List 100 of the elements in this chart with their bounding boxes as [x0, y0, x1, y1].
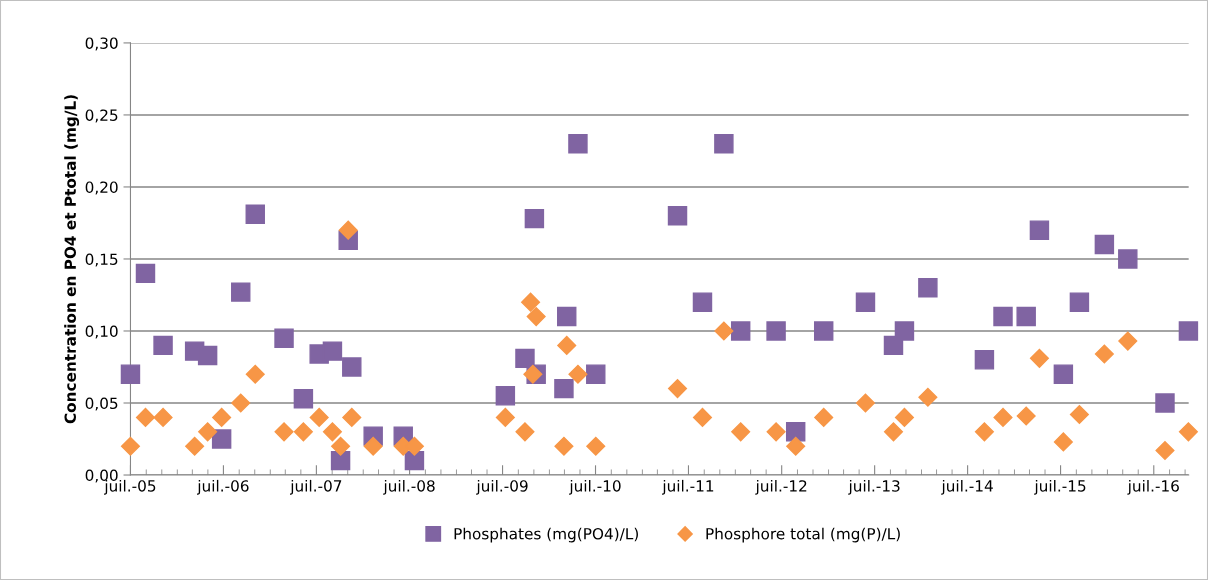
point	[786, 436, 806, 456]
point	[568, 134, 588, 154]
point	[974, 350, 995, 370]
point	[557, 335, 577, 355]
y-tick-label: 0,30	[85, 37, 118, 51]
point	[211, 429, 232, 449]
legend-label: Phosphates (mg(PO4)/L)	[454, 527, 638, 543]
point	[1053, 432, 1073, 452]
point	[153, 407, 173, 427]
point	[1118, 331, 1138, 351]
point	[1155, 441, 1175, 461]
point	[993, 306, 1013, 327]
point	[342, 407, 362, 427]
y-tick-label: 0,20	[85, 181, 118, 195]
point	[495, 407, 515, 427]
y-tick-label: 0,10	[85, 325, 118, 339]
point	[231, 393, 251, 413]
x-tick-label: juil.-16	[1127, 479, 1179, 495]
point	[667, 206, 688, 226]
x-tick-label: juil.-10	[569, 479, 621, 495]
point	[1094, 344, 1114, 364]
point	[293, 388, 314, 409]
point	[918, 278, 938, 298]
y-axis-title: Concentration en PO4 et Ptotal (mg/L)	[64, 95, 80, 424]
point	[855, 292, 876, 312]
point	[198, 422, 218, 442]
point	[714, 134, 734, 154]
point	[515, 422, 535, 442]
point	[814, 407, 834, 427]
y-tick-label: 0,25	[85, 109, 118, 123]
point	[526, 307, 546, 327]
point	[342, 357, 362, 377]
point	[309, 407, 329, 427]
y-tick-label: 0,05	[85, 397, 118, 411]
point	[557, 306, 577, 327]
point	[274, 422, 294, 442]
legend-label: Phosphore total (mg(P)/L)	[706, 527, 900, 543]
point	[363, 436, 383, 456]
x-tick-label: juil.-15	[1034, 479, 1086, 495]
point	[495, 386, 516, 406]
point	[153, 335, 173, 356]
point	[274, 328, 294, 348]
point	[568, 364, 588, 384]
point	[667, 379, 688, 399]
point	[1069, 404, 1089, 425]
x-tick-label: juil.-07	[289, 479, 342, 495]
point	[135, 407, 156, 427]
point	[766, 321, 786, 341]
point	[1118, 249, 1138, 269]
point	[974, 422, 994, 442]
point	[714, 321, 734, 341]
point	[212, 407, 232, 427]
point	[521, 292, 541, 312]
point	[515, 348, 535, 369]
x-tick-label: juil.-12	[755, 479, 807, 495]
point	[894, 321, 915, 341]
x-tick-label: juil.-13	[848, 479, 900, 495]
point	[338, 220, 358, 240]
point	[322, 341, 343, 361]
point	[730, 321, 751, 341]
point	[120, 436, 140, 456]
point	[1155, 393, 1175, 413]
point	[1094, 234, 1115, 255]
point	[1069, 292, 1090, 312]
point	[120, 364, 141, 384]
point	[322, 422, 342, 442]
x-tick-label: juil.-11	[662, 479, 714, 495]
x-tick-label: juil.-06	[197, 479, 249, 495]
point	[918, 387, 938, 407]
point	[197, 345, 218, 366]
point	[1178, 321, 1199, 341]
point	[554, 436, 574, 456]
point	[554, 378, 574, 399]
point	[883, 422, 904, 442]
point	[1178, 422, 1198, 442]
point	[1053, 364, 1074, 384]
point	[692, 292, 713, 312]
point	[1016, 306, 1036, 327]
point	[813, 321, 834, 341]
point	[245, 204, 265, 225]
point	[692, 407, 713, 427]
point	[185, 436, 205, 456]
point	[135, 263, 156, 284]
point	[586, 436, 606, 456]
point	[785, 422, 806, 442]
point	[245, 364, 265, 384]
point	[993, 407, 1013, 427]
point	[524, 208, 545, 229]
x-tick-label: juil.-09	[476, 479, 528, 495]
point	[731, 422, 751, 442]
point	[855, 393, 876, 413]
point	[894, 407, 914, 427]
point	[331, 436, 351, 456]
point	[1016, 406, 1036, 426]
point	[231, 282, 251, 302]
point	[586, 364, 606, 384]
point	[1029, 348, 1049, 368]
y-tick-label: 0,15	[85, 253, 118, 267]
point	[293, 422, 313, 442]
point	[766, 422, 786, 442]
